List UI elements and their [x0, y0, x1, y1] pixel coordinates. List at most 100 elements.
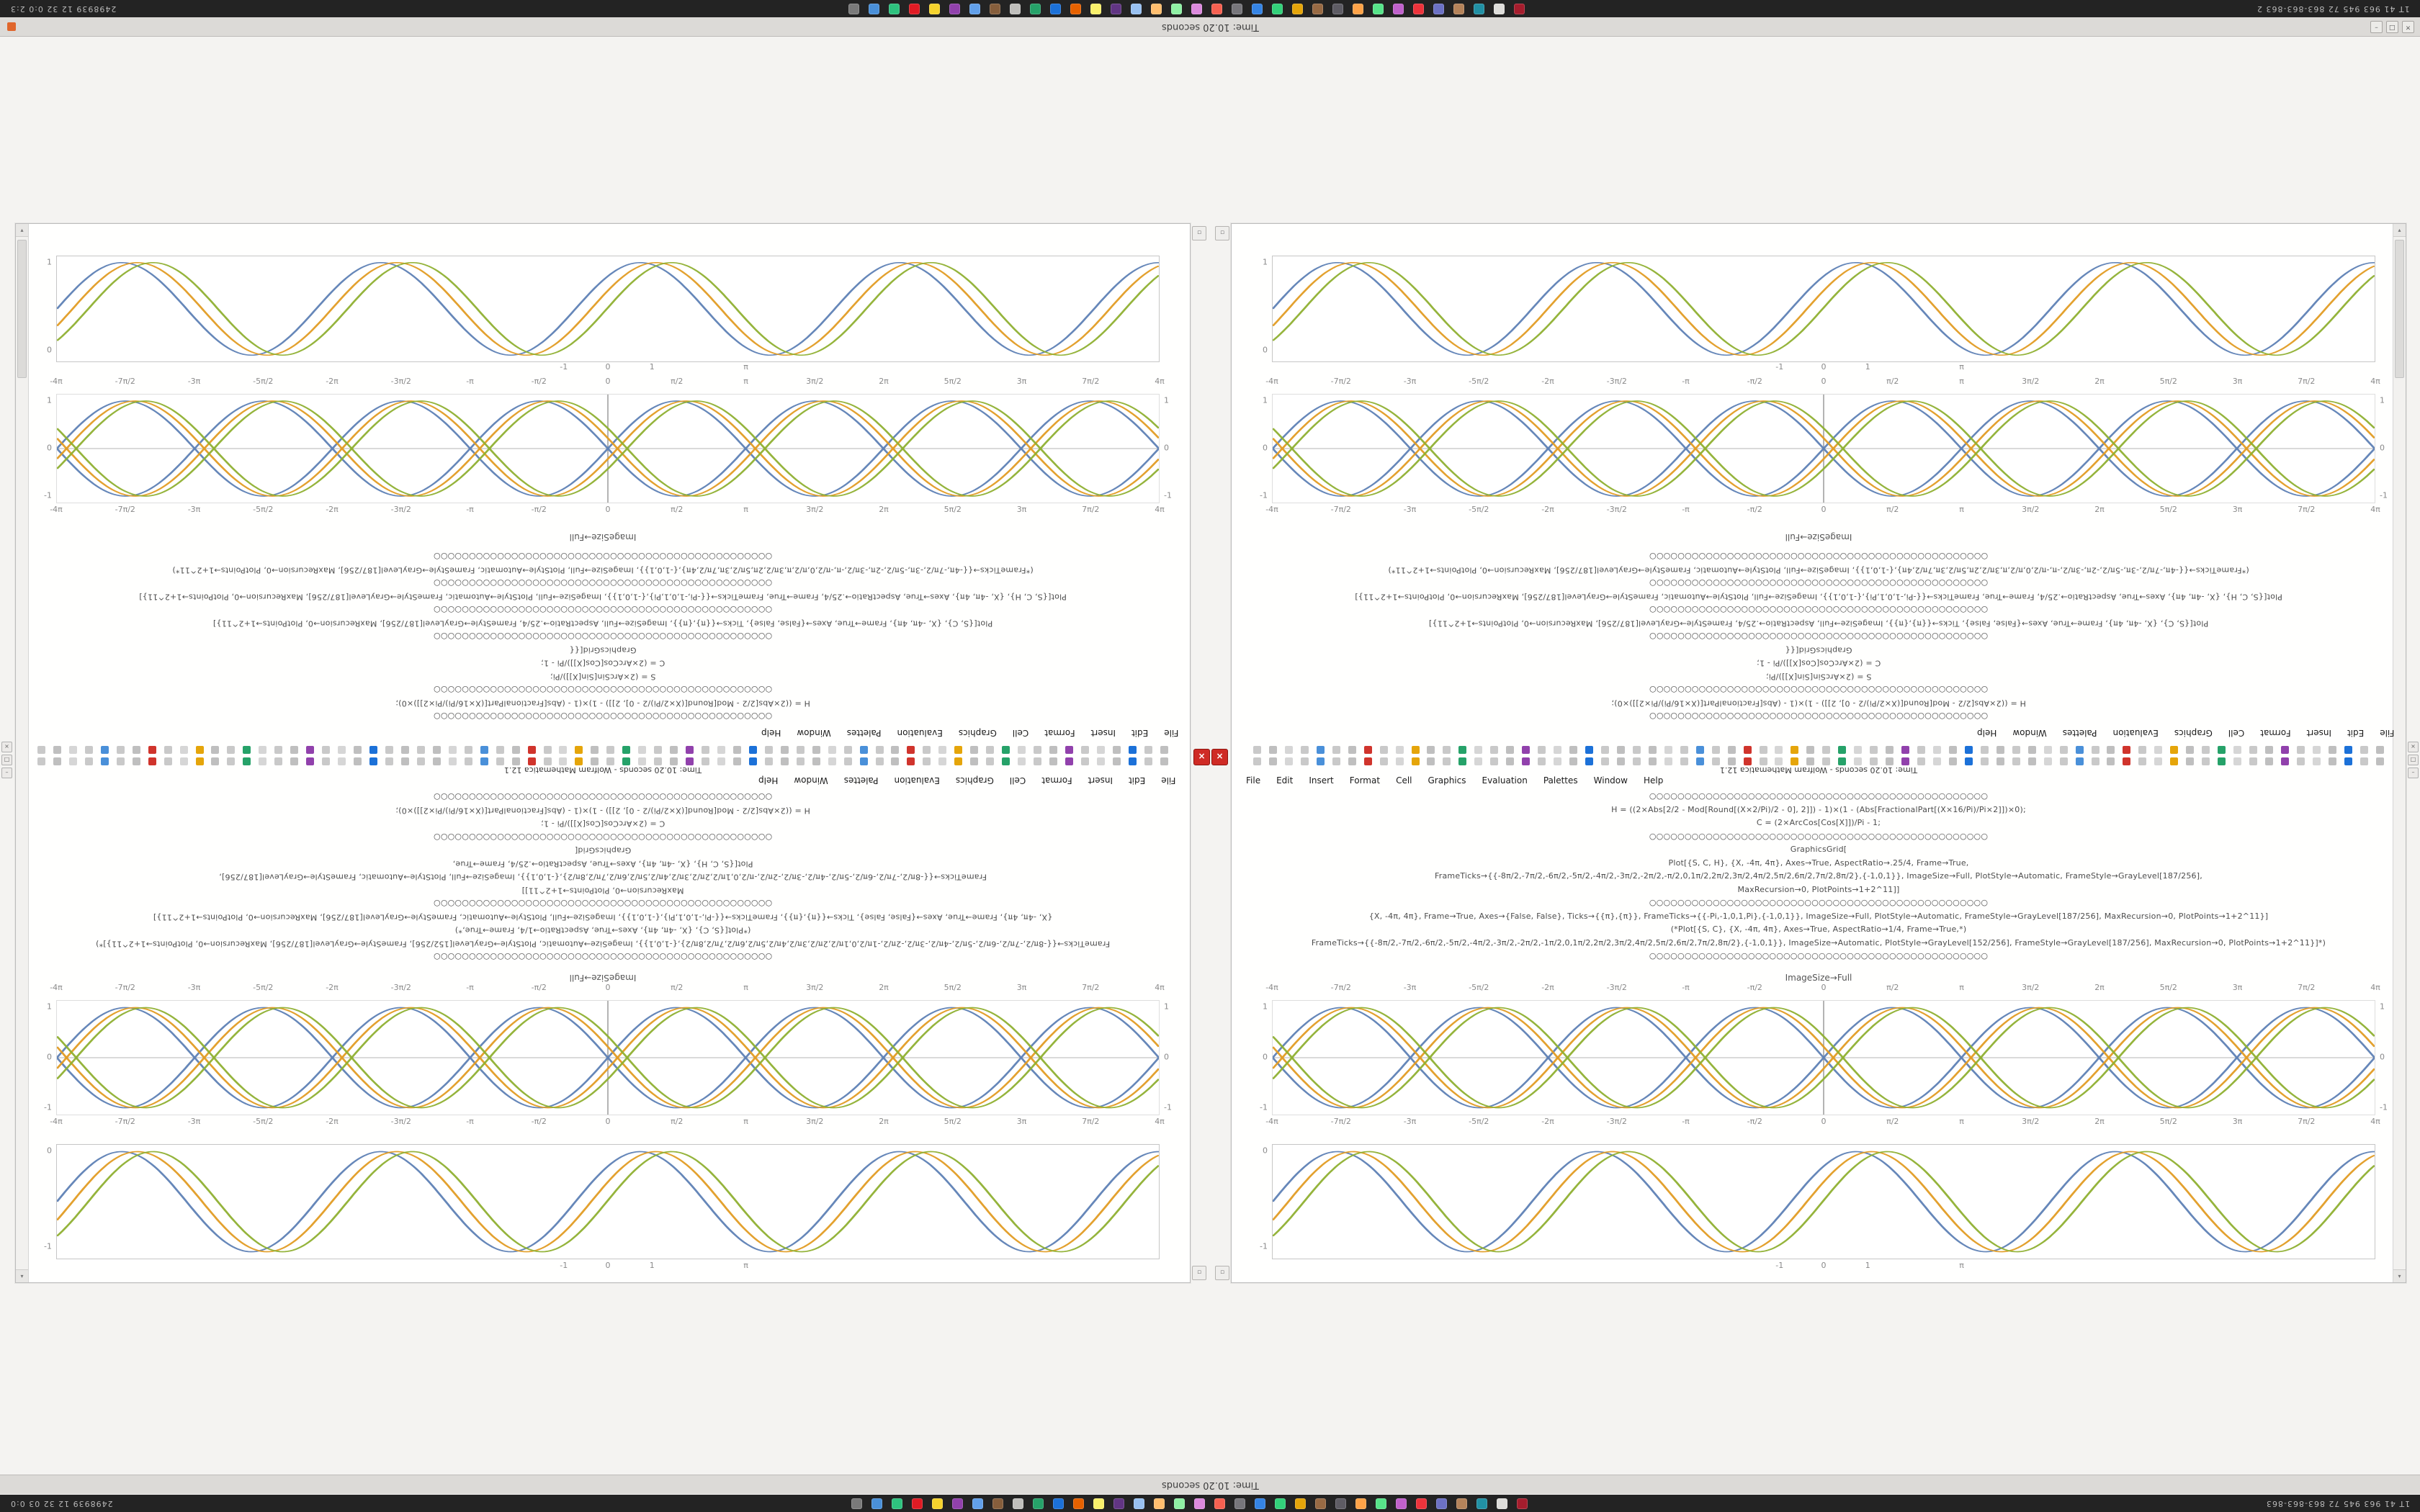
toolbar-icon[interactable]: [163, 745, 172, 754]
toolbar-icon[interactable]: [1932, 745, 1941, 754]
code-line[interactable]: Plot[{S, C, H}, {X, -4π, 4π}, Axes→True,…: [452, 859, 753, 868]
toolbar-icon[interactable]: [1695, 745, 1704, 754]
taskbar-app-icon[interactable]: [1435, 1498, 1447, 1509]
code-line[interactable]: ○○○○○○○○○○○○○○○○○○○○○○○○○○○○○○○○○○○○○○○○…: [433, 685, 773, 695]
toolbar-icon[interactable]: [2154, 757, 2163, 765]
taskbar-app-icon[interactable]: [989, 3, 1000, 14]
menu-item[interactable]: Edit: [1276, 775, 1294, 786]
toolbar-icon[interactable]: [1791, 745, 1799, 754]
toolbar-icon[interactable]: [290, 757, 299, 765]
taskbar-app-icon[interactable]: [1251, 3, 1263, 14]
toolbar-icon[interactable]: [907, 745, 915, 754]
toolbar-icon[interactable]: [211, 757, 220, 765]
toolbar-icon[interactable]: [1870, 745, 1878, 754]
menu-item[interactable]: Insert: [2306, 728, 2331, 738]
taskbar-app-icon[interactable]: [972, 1498, 983, 1509]
toolbar-icon[interactable]: [511, 757, 520, 765]
toolbar-icon[interactable]: [227, 745, 236, 754]
toolbar-icon[interactable]: [338, 757, 346, 765]
toolbar-icon[interactable]: [812, 745, 820, 754]
toolbar-icon[interactable]: [1018, 757, 1026, 765]
menu-item[interactable]: Window: [2012, 728, 2047, 738]
toolbar-icon[interactable]: [1034, 757, 1042, 765]
code-line[interactable]: ○○○○○○○○○○○○○○○○○○○○○○○○○○○○○○○○○○○○○○○○…: [433, 605, 773, 615]
toolbar-icon[interactable]: [1600, 745, 1609, 754]
toolbar-icon[interactable]: [780, 745, 789, 754]
scrollbar-vertical[interactable]: ▴ ▾: [2393, 224, 2406, 1282]
toolbar-icon[interactable]: [480, 745, 488, 754]
toolbar-icon[interactable]: [559, 745, 568, 754]
taskbar-app-icon[interactable]: [992, 1498, 1003, 1509]
toolbar-icon[interactable]: [322, 757, 331, 765]
code-line[interactable]: ○○○○○○○○○○○○○○○○○○○○○○○○○○○○○○○○○○○○○○○○…: [1649, 605, 1989, 615]
window-control-button[interactable]: –: [2408, 768, 2419, 778]
toolbar-icon[interactable]: [1948, 745, 1957, 754]
toolbar-icon[interactable]: [2218, 757, 2226, 765]
taskbar-app-icon[interactable]: [1009, 3, 1021, 14]
toolbar-icon[interactable]: [1806, 745, 1815, 754]
toolbar-icon[interactable]: [1585, 745, 1594, 754]
taskbar-app-icon[interactable]: [1453, 3, 1464, 14]
toolbar-icon[interactable]: [1096, 745, 1105, 754]
code-line[interactable]: C = (2×ArcCos[Cos[X]])/Pi - 1;: [540, 658, 666, 668]
taskbar-app-icon[interactable]: [1170, 3, 1182, 14]
toolbar-icon[interactable]: [1996, 745, 2004, 754]
toolbar-icon[interactable]: [2027, 757, 2036, 765]
menu-item[interactable]: Cell: [1396, 775, 1412, 786]
toolbar-icon[interactable]: [1144, 745, 1152, 754]
taskbar-app-icon[interactable]: [1234, 1498, 1245, 1509]
taskbar-app-icon[interactable]: [951, 1498, 963, 1509]
toolbar-icon[interactable]: [1160, 745, 1168, 754]
scrollbar-thumb[interactable]: [17, 240, 27, 378]
toolbar-icon[interactable]: [875, 745, 884, 754]
menu-item[interactable]: File: [2379, 728, 2394, 738]
toolbar-icon[interactable]: [670, 745, 678, 754]
menu-item[interactable]: Evaluation: [2112, 728, 2159, 738]
toolbar-icon[interactable]: [132, 757, 140, 765]
pane-button[interactable]: ▫: [1192, 226, 1206, 240]
code-line[interactable]: ○○○○○○○○○○○○○○○○○○○○○○○○○○○○○○○○○○○○○○○○…: [1649, 831, 1989, 841]
toolbar-icon[interactable]: [1743, 757, 1752, 765]
window-control-button[interactable]: □: [1, 755, 12, 765]
toolbar-icon[interactable]: [1569, 745, 1578, 754]
toolbar-icon[interactable]: [638, 745, 647, 754]
menu-item[interactable]: Palettes: [2062, 728, 2097, 738]
toolbar-icon[interactable]: [986, 745, 995, 754]
toolbar-icon[interactable]: [1316, 745, 1325, 754]
menu-item[interactable]: Evaluation: [1482, 775, 1528, 786]
taskbar-app-icon[interactable]: [1254, 1498, 1265, 1509]
toolbar-icon[interactable]: [179, 745, 188, 754]
taskbar-app-icon[interactable]: [891, 1498, 902, 1509]
toolbar-icon[interactable]: [606, 757, 615, 765]
toolbar-icon[interactable]: [1616, 745, 1625, 754]
code-line[interactable]: ○○○○○○○○○○○○○○○○○○○○○○○○○○○○○○○○○○○○○○○○…: [433, 832, 773, 842]
taskbar-app-icon[interactable]: [1214, 1498, 1225, 1509]
taskbar-app-icon[interactable]: [1456, 1498, 1467, 1509]
taskbar-app-icon[interactable]: [1335, 1498, 1346, 1509]
taskbar-app-icon[interactable]: [1291, 3, 1303, 14]
toolbar-icon[interactable]: [100, 745, 109, 754]
code-line[interactable]: ○○○○○○○○○○○○○○○○○○○○○○○○○○○○○○○○○○○○○○○○…: [433, 578, 773, 588]
toolbar-icon[interactable]: [606, 745, 615, 754]
toolbar-icon[interactable]: [2296, 745, 2305, 754]
toolbar-icon[interactable]: [259, 745, 267, 754]
toolbar-icon[interactable]: [163, 757, 172, 765]
toolbar-icon[interactable]: [2012, 745, 2020, 754]
toolbar-icon[interactable]: [1775, 757, 1783, 765]
toolbar-icon[interactable]: [148, 757, 156, 765]
toolbar-icon[interactable]: [1554, 745, 1562, 754]
toolbar-icon[interactable]: [1411, 757, 1420, 765]
toolbar-icon[interactable]: [543, 757, 552, 765]
toolbar-icon[interactable]: [954, 757, 963, 765]
toolbar-icon[interactable]: [1284, 745, 1293, 754]
toolbar-icon[interactable]: [1901, 757, 1910, 765]
toolbar-icon[interactable]: [1648, 745, 1657, 754]
toolbar-icon[interactable]: [116, 745, 125, 754]
toolbar-icon[interactable]: [543, 745, 552, 754]
toolbar-icon[interactable]: [1332, 757, 1340, 765]
scrollbar-thumb[interactable]: [2395, 240, 2404, 378]
code-line[interactable]: H = ((2×Abs[2/2 - Mod[Round[(X×2/Pi)/2 -…: [395, 806, 810, 815]
code-line[interactable]: ○○○○○○○○○○○○○○○○○○○○○○○○○○○○○○○○○○○○○○○○…: [433, 631, 773, 642]
toolbar-icon[interactable]: [1616, 757, 1625, 765]
code-line[interactable]: (*Plot[{S, C}, {X, -4π, 4π}, Axes→True, …: [454, 925, 751, 935]
